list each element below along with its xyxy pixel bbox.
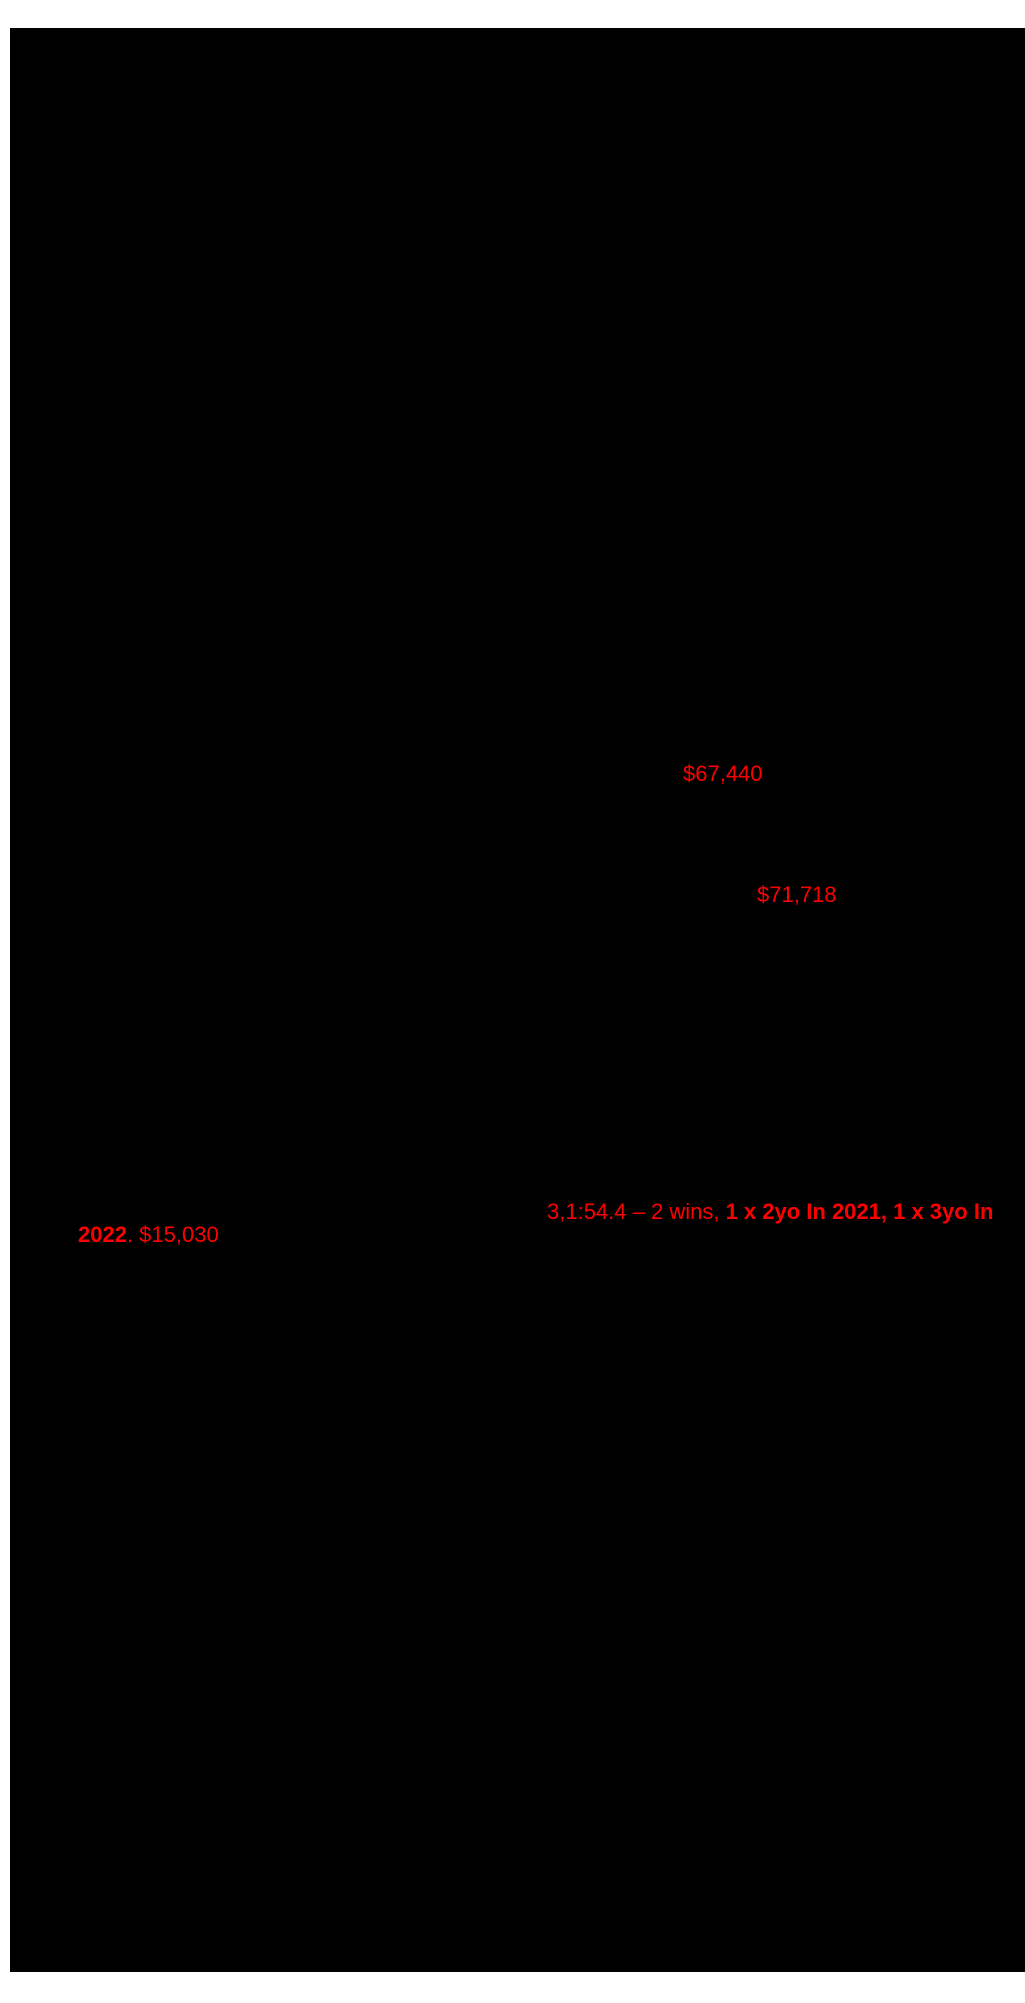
race-record-age-wins-bold: 1 x 2yo In 2021, 1 x 3yo In — [725, 1199, 994, 1224]
highlighted-race-record-line-2: 2022. $15,030 — [78, 1224, 219, 1246]
page-black-background: $67,440 $71,718 3,1:54.4 – 2 wins, 1 x 2… — [10, 28, 1025, 1972]
highlighted-earnings-second: $71,718 — [757, 882, 837, 907]
highlighted-race-record-line-1: 3,1:54.4 – 2 wins, 1 x 2yo In 2021, 1 x … — [547, 1201, 993, 1223]
race-record-time-and-wins: 3,1:54.4 – 2 wins, — [547, 1199, 726, 1224]
race-record-year-bold: 2022 — [78, 1222, 127, 1247]
race-record-earnings: . $15,030 — [126, 1222, 219, 1247]
highlighted-earnings-first: $67,440 — [683, 761, 763, 786]
